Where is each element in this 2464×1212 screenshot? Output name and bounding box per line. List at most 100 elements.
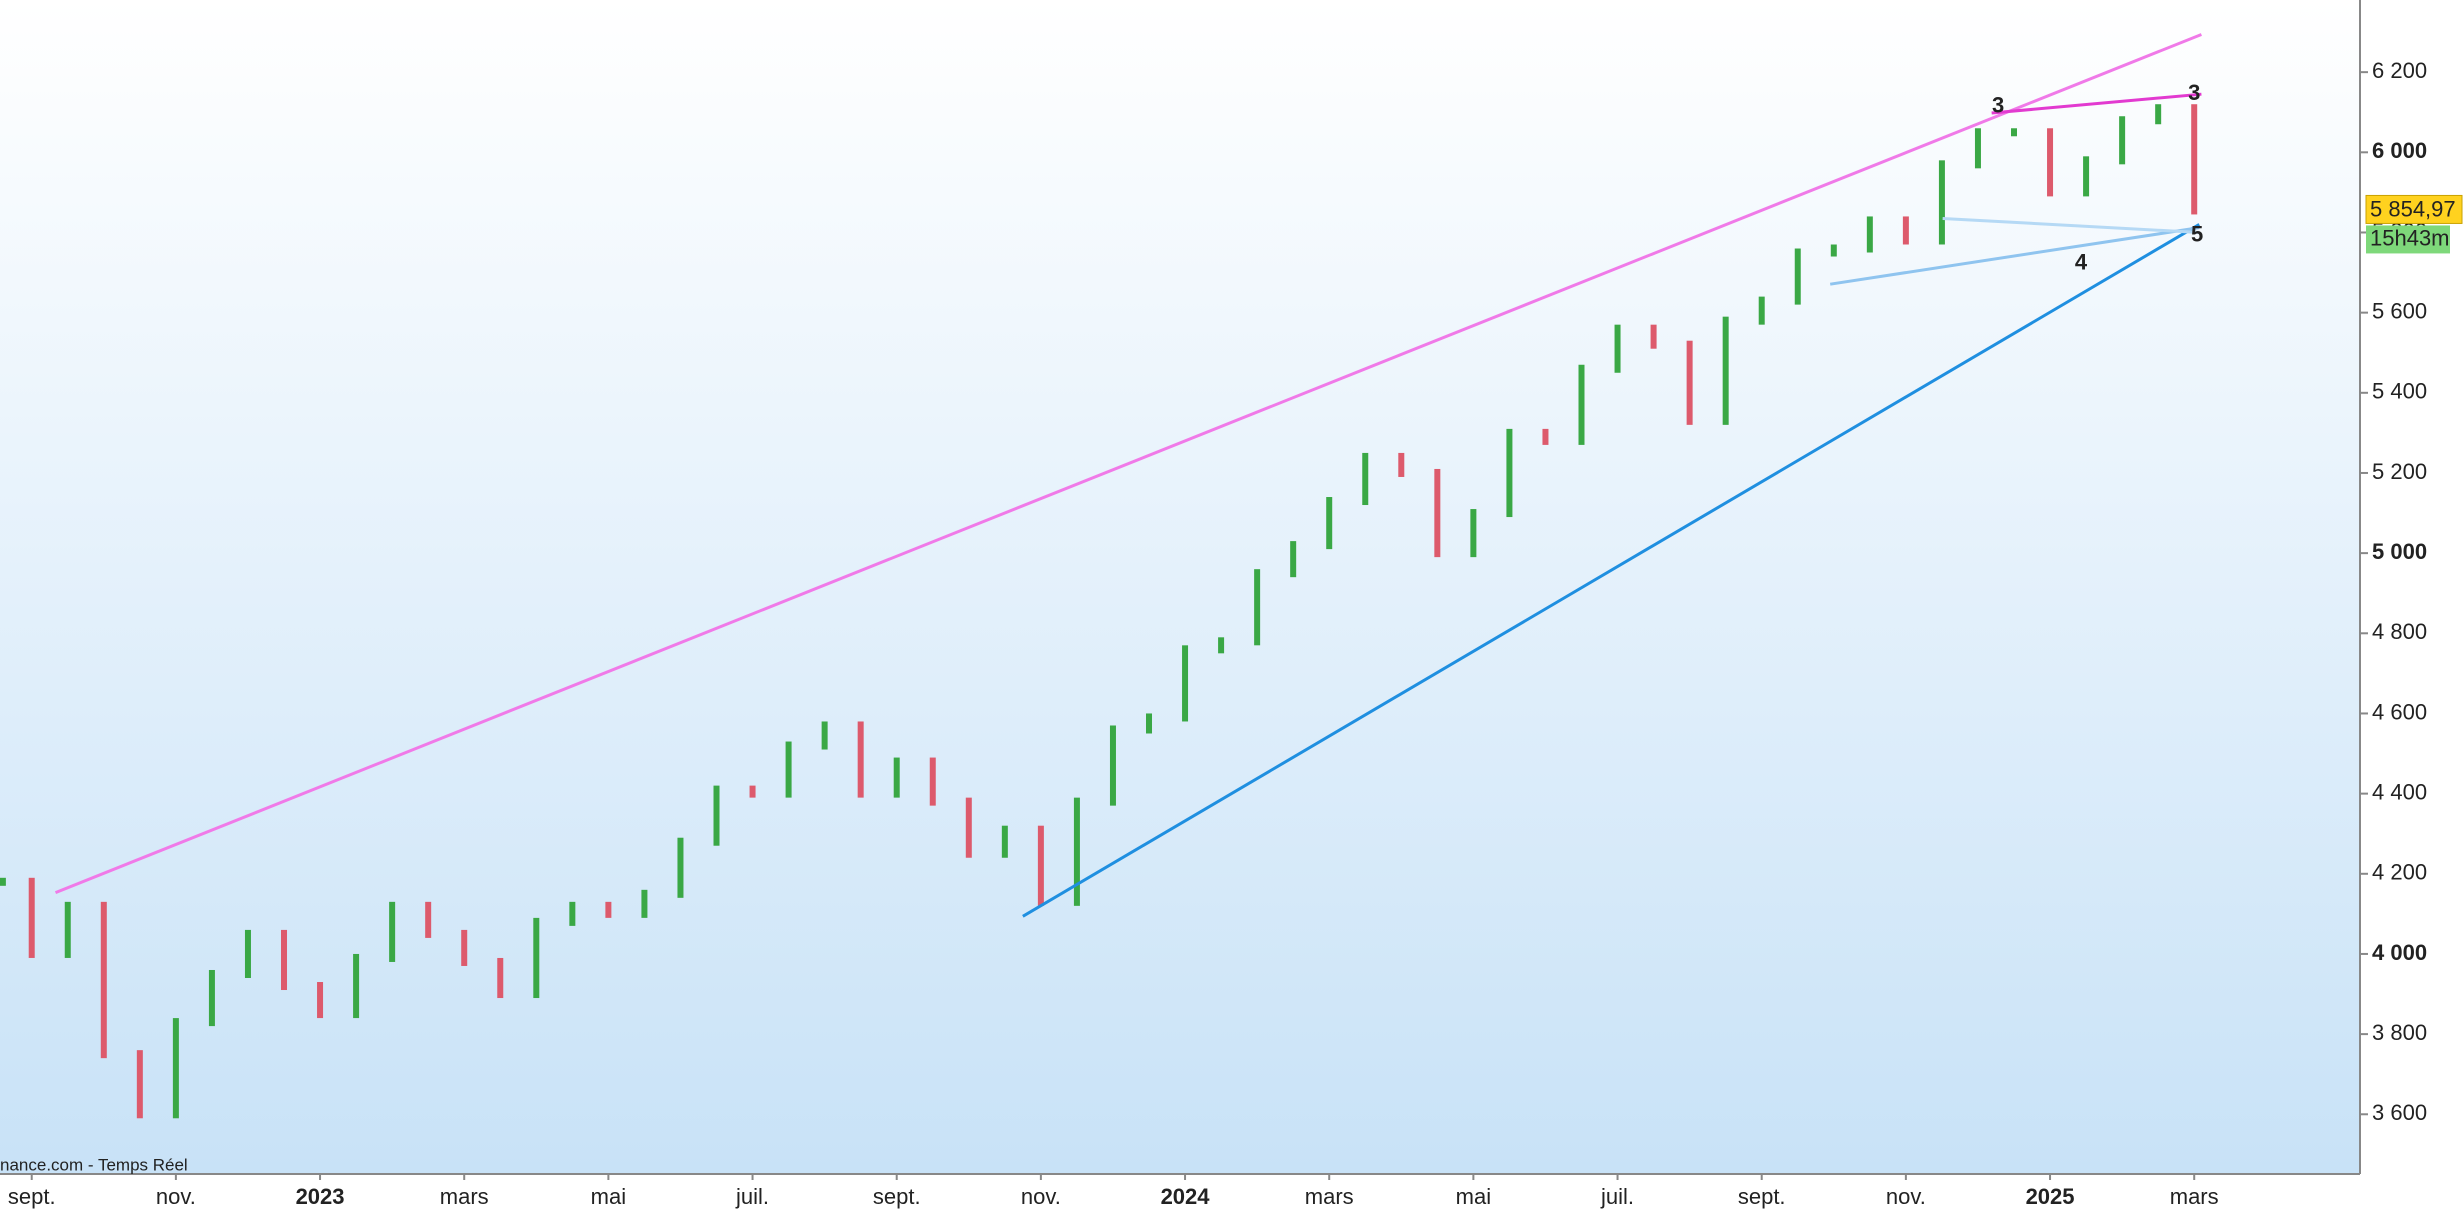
y-tick-label: 4 800	[2372, 619, 2427, 644]
x-tick-label: mars	[1305, 1184, 1354, 1209]
wave-label: 3	[1992, 92, 2004, 117]
price-bar	[317, 982, 324, 1019]
price-bar	[172, 1018, 179, 1119]
price-bar	[965, 797, 972, 858]
price-bar	[28, 877, 35, 958]
x-tick-label: sept.	[873, 1184, 921, 1209]
price-bar	[1290, 541, 1297, 578]
price-bar	[281, 929, 288, 991]
price-bar	[208, 969, 215, 1027]
price-bar	[605, 901, 612, 918]
price-bar	[1434, 468, 1441, 558]
price-bar	[1254, 569, 1261, 646]
price-bar	[1974, 128, 1981, 169]
y-tick-label: 3 600	[2372, 1100, 2427, 1125]
price-bar	[0, 877, 6, 886]
price-bar	[1001, 825, 1008, 858]
trendline	[1829, 226, 2200, 286]
x-tick-label: 2024	[1161, 1184, 1211, 1209]
y-tick-label: 4 200	[2372, 860, 2427, 885]
price-bar	[533, 917, 540, 999]
price-bar	[1109, 725, 1116, 806]
price-bar	[1326, 497, 1333, 550]
x-tick-label: nov.	[1021, 1184, 1061, 1209]
price-bar	[353, 953, 360, 1019]
price-bar	[857, 721, 864, 798]
trendline	[1991, 92, 2202, 115]
trendline	[1942, 216, 2200, 234]
y-tick-label: 6 400	[2372, 0, 2427, 3]
price-bar	[2083, 156, 2090, 197]
price-bar	[1073, 797, 1080, 906]
y-tick-label: 3 800	[2372, 1020, 2427, 1045]
x-tick-label: 2023	[296, 1184, 345, 1209]
price-bar	[785, 741, 792, 798]
y-tick-label: 6 000	[2372, 138, 2427, 163]
x-tick-label: juil.	[735, 1184, 769, 1209]
price-bar	[713, 785, 720, 846]
y-tick-label: 5 600	[2372, 298, 2427, 323]
price-bar	[1398, 452, 1405, 477]
x-tick-label: mars	[2170, 1184, 2219, 1209]
price-bar	[569, 901, 576, 926]
y-tick-label: 5 000	[2372, 539, 2427, 564]
price-bar	[641, 889, 648, 918]
price-bar	[1614, 324, 1621, 373]
price-bar	[929, 757, 936, 806]
x-tick-label: 2025	[2026, 1184, 2075, 1209]
price-bar	[1542, 428, 1549, 445]
price-bar	[461, 929, 468, 966]
plot-background	[0, 0, 2360, 1174]
price-bar	[1938, 160, 1945, 245]
price-bar	[389, 901, 396, 962]
y-tick-label: 5 400	[2372, 379, 2427, 404]
price-bar	[1470, 509, 1477, 558]
price-bar	[1866, 216, 1873, 253]
y-tick-label: 6 200	[2372, 58, 2427, 83]
price-bar	[893, 757, 900, 798]
price-tag	[2365, 194, 2463, 224]
price-bar	[1578, 364, 1585, 445]
y-tick-label: 4 000	[2372, 940, 2427, 965]
x-tick-label: mars	[440, 1184, 489, 1209]
price-bar	[64, 901, 71, 958]
price-bar	[425, 901, 432, 938]
price-bar	[2155, 104, 2162, 125]
wave-label: 4	[2075, 250, 2088, 275]
wave-label: 3	[2188, 80, 2200, 105]
price-bar	[1830, 244, 1837, 257]
x-tick-label: mai	[1456, 1184, 1491, 1209]
price-bar	[497, 957, 504, 999]
price-bar	[1650, 324, 1657, 349]
x-tick-label: sept.	[1738, 1184, 1786, 1209]
timer-label: 15h43m	[2370, 225, 2450, 250]
price-bar	[677, 837, 684, 898]
source-label: nance.com - Temps Réel	[0, 1155, 188, 1174]
price-bar	[1794, 248, 1801, 305]
price-bar	[1686, 340, 1693, 425]
price-bar	[1037, 825, 1044, 906]
y-tick-label: 4 400	[2372, 779, 2427, 804]
x-tick-label: sept.	[8, 1184, 56, 1209]
price-bar	[1362, 452, 1369, 506]
price-bar	[2191, 104, 2198, 215]
price-bar	[136, 1050, 143, 1119]
price-bar	[100, 901, 107, 1059]
trendline	[54, 33, 2202, 895]
price-tag-label: 5 854,97	[2370, 196, 2456, 221]
price-bar	[2011, 128, 2018, 137]
timer-box	[2366, 225, 2450, 254]
price-bar	[2047, 128, 2054, 197]
price-bar	[1758, 296, 1765, 325]
price-bar	[1182, 645, 1189, 722]
price-bar	[1902, 216, 1909, 245]
x-tick-label: nov.	[1886, 1184, 1926, 1209]
trendline	[1022, 223, 2201, 918]
wave-label: 5	[2191, 221, 2203, 246]
price-bar	[244, 929, 251, 978]
price-bar	[1722, 316, 1729, 425]
price-bar	[1146, 713, 1153, 734]
x-tick-label: mai	[591, 1184, 626, 1209]
price-bar	[2119, 116, 2126, 165]
